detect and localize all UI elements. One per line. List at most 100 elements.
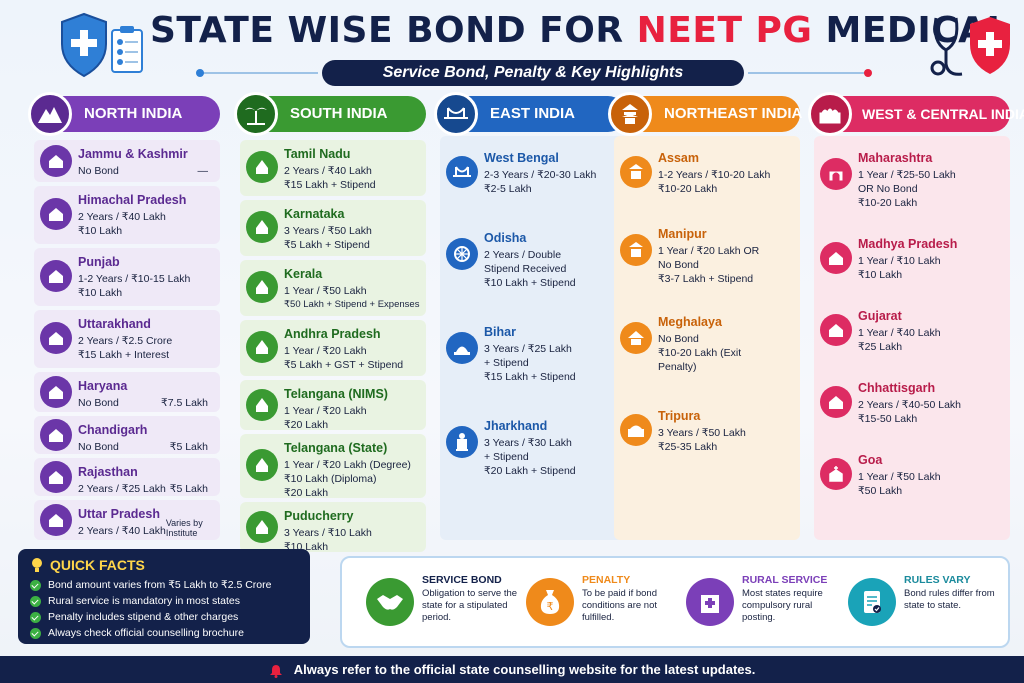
state-card-rajasthan: Rajasthan 2 Years / ₹25 Lakh ₹5 Lakh: [34, 458, 220, 496]
state-name: Punjab: [78, 255, 120, 269]
state-name: Manipur: [658, 227, 707, 241]
region-header-west-central: WEST & CENTRAL INDIA: [808, 92, 1024, 136]
monument-icon: [40, 260, 72, 292]
info-title: RULES VARY: [904, 574, 971, 586]
footer-text: Always refer to the official state couns…: [293, 662, 756, 677]
info-rules-vary: RULES VARY Bond rules differ from state …: [848, 570, 1008, 640]
bond-duration-cont: OR No Bond: [858, 183, 918, 195]
bond-penalty: ₹15 Lakh + Stipend: [484, 371, 576, 383]
temple-icon: [246, 449, 278, 481]
region-label: WEST & CENTRAL INDIA: [862, 106, 1024, 122]
header: STATE WISE BOND FOR NEET PG MEDICAL Serv…: [0, 0, 1024, 92]
pagoda-icon: [620, 156, 652, 188]
info-title: PENALTY: [582, 574, 631, 586]
state-name: Gujarat: [858, 309, 902, 323]
bond-duration: 1-2 Years / ₹10-20 Lakh: [658, 169, 771, 181]
bond-duration: No Bond: [658, 333, 699, 345]
state-card-karnataka: Karnataka 3 Years / ₹50 Lakh ₹5 Lakh + S…: [240, 200, 426, 256]
stethoscope-shield-icon: [930, 17, 1010, 76]
bell-icon: [269, 664, 282, 678]
temple-icon: [246, 211, 278, 243]
info-rural-service: RURAL SERVICE Most states require compul…: [686, 570, 846, 640]
state-card-jharkhand: Jharkhand 3 Years / ₹30 Lakh + Stipend ₹…: [440, 412, 626, 486]
bond-duration: 3 Years / ₹50 Lakh: [284, 225, 372, 237]
fact-item: Always check official counselling brochu…: [30, 625, 298, 641]
state-name: Chhattisgarh: [858, 381, 936, 395]
state-card-tripura: Tripura 3 Years / ₹50 Lakh ₹25-35 Lakh: [614, 402, 800, 464]
pagoda-icon: [608, 92, 652, 136]
bond-penalty: ₹50 Lakh + Stipend + Expenses: [284, 299, 420, 310]
bond-duration: 1 Year / ₹20 Lakh OR: [658, 245, 760, 257]
temple-icon: [820, 314, 852, 346]
region-header-south: SOUTH INDIA: [234, 92, 426, 136]
state-name: Telangana (State): [284, 441, 388, 455]
state-name: Telangana (NIMS): [284, 387, 388, 401]
state-name: Kerala: [284, 267, 323, 281]
state-name: Uttarakhand: [78, 317, 151, 331]
info-desc: Obligation to serve the state for a stip…: [422, 588, 518, 623]
bond-penalty: ₹2-5 Lakh: [484, 183, 532, 195]
fact-text: Penalty includes stipend & other charges: [48, 611, 239, 623]
state-name: Himachal Pradesh: [78, 193, 187, 207]
divider: [200, 72, 318, 74]
bond-duration: 2-3 Years / ₹20-30 Lakh: [484, 169, 597, 181]
state-card-goa: Goa 1 Year / ₹50 Lakh ₹50 Lakh: [814, 446, 1010, 504]
state-card-gujarat: Gujarat 1 Year / ₹40 Lakh ₹25 Lakh: [814, 302, 1010, 360]
temple-icon: [246, 331, 278, 363]
bond-penalty: ₹10 Lakh: [78, 287, 123, 299]
region-header-east: EAST INDIA: [434, 92, 626, 136]
bond-duration: 1-2 Years / ₹10-15 Lakh: [78, 273, 191, 285]
state-name: Maharashtra: [858, 151, 933, 165]
state-name: Haryana: [78, 379, 128, 393]
state-name: Goa: [858, 453, 883, 467]
state-card-puducherry: Puducherry 3 Years / ₹10 Lakh ₹10 Lakh: [240, 502, 426, 553]
gateway-icon: [820, 158, 852, 190]
bond-duration: 2 Years / ₹25 Lakh: [78, 483, 166, 495]
region-label: SOUTH INDIA: [290, 105, 388, 122]
fact-item: Rural service is mandatory in most state…: [30, 593, 298, 609]
bond-duration: No Bond: [78, 441, 119, 453]
state-name: Andhra Pradesh: [284, 327, 381, 341]
region-header-northeast: NORTHEAST INDIA: [608, 92, 802, 136]
title-highlight: NEET PG: [636, 10, 813, 51]
bond-duration: 2 Years / ₹40 Lakh: [78, 525, 166, 537]
monument-icon: [40, 461, 72, 493]
monument-icon: [40, 198, 72, 230]
check-icon: [30, 627, 41, 639]
state-name: Uttar Pradesh: [78, 507, 160, 521]
bond-penalty: ₹20 Lakh: [284, 419, 329, 431]
info-title: RURAL SERVICE: [742, 574, 828, 586]
bond-penalty: ₹20 Lakh: [284, 487, 329, 499]
stupa-icon: [446, 332, 478, 364]
state-card-meghalaya: Meghalaya No Bond ₹10-20 Lakh (Exit Pena…: [614, 308, 800, 382]
region-north-india: NORTH INDIA Jammu & Kashmir No Bond — Him…: [28, 92, 220, 540]
state-card-uttarakhand: Uttarakhand 2 Years / ₹2.5 Crore ₹15 Lak…: [34, 310, 220, 368]
bond-duration: 2 Years / ₹40 Lakh: [78, 211, 166, 223]
region-label: NORTH INDIA: [84, 105, 183, 122]
page-title: STATE WISE BOND FOR NEET PG MEDICAL: [150, 10, 1010, 51]
state-card-haryana: Haryana No Bond ₹7.5 Lakh: [34, 372, 220, 412]
state-card-chhattisgarh: Chhattisgarh 2 Years / ₹40-50 Lakh ₹15-5…: [814, 374, 1010, 432]
state-card-kerala: Kerala 1 Year / ₹50 Lakh ₹50 Lakh + Stip…: [240, 260, 426, 316]
quick-facts-panel: QUICK FACTS Bond amount varies from ₹5 L…: [18, 549, 310, 644]
bond-penalty: ₹10-20 Lakh (Exit: [658, 347, 742, 359]
divider-dot: [196, 69, 204, 77]
fact-item: Bond amount varies from ₹5 Lakh to ₹2.5 …: [30, 577, 298, 593]
bridge-icon: [446, 156, 478, 188]
monument-icon: [40, 145, 72, 177]
info-desc: Most states require compulsory rural pos…: [742, 588, 823, 623]
state-name: Jharkhand: [484, 419, 548, 433]
svg-text:₹: ₹: [547, 600, 554, 613]
bond-penalty: ₹10 Lakh + Stipend: [484, 277, 576, 289]
bond-duration: 1 Year / ₹20 Lakh: [284, 345, 367, 357]
state-name: Rajasthan: [78, 465, 138, 479]
footer-banner: Always refer to the official state couns…: [0, 656, 1024, 683]
document-check-icon: [848, 578, 896, 626]
state-card-chandigarh: Chandigarh No Bond ₹5 Lakh: [34, 416, 220, 454]
state-card-andhra-pradesh: Andhra Pradesh 1 Year / ₹20 Lakh ₹5 Lakh…: [240, 320, 426, 376]
state-card-odisha: Odisha 2 Years / Double Stipend Received…: [440, 224, 626, 298]
bond-duration: 2 Years / ₹40 Lakh: [284, 165, 372, 177]
bond-duration: 1 Year / ₹50 Lakh: [284, 285, 367, 297]
state-name: Tripura: [658, 409, 701, 423]
monument-icon: [40, 322, 72, 354]
